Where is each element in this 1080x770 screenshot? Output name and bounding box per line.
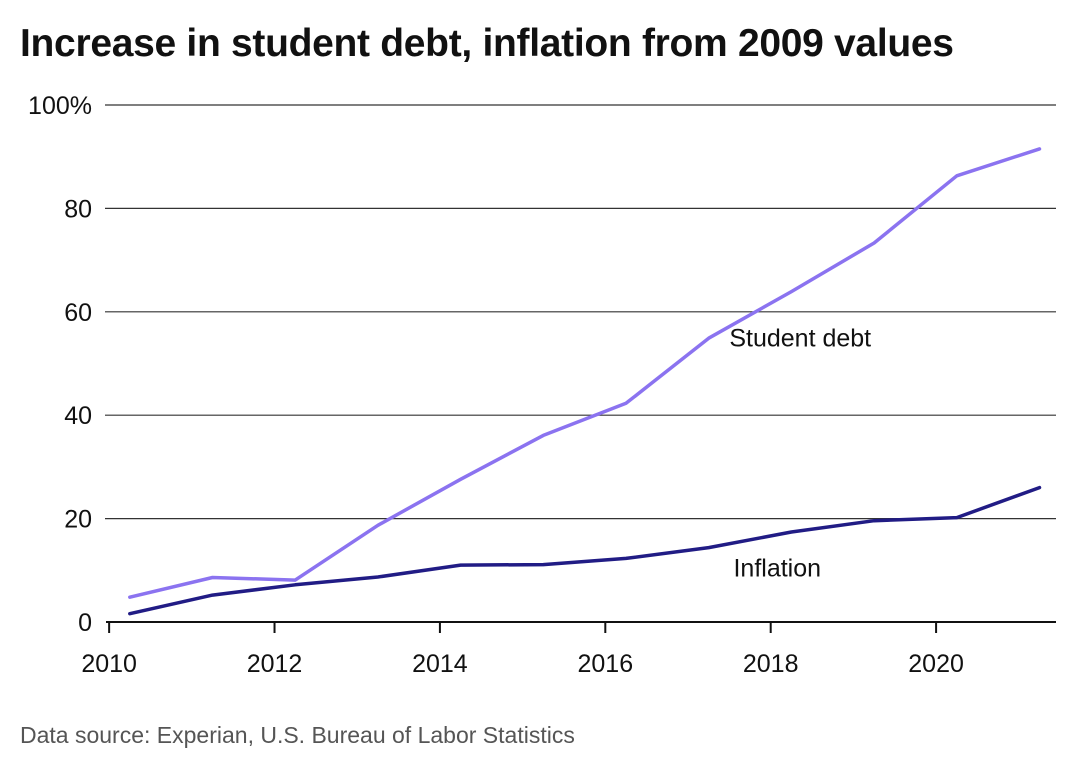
y-tick-label-40: 40 — [64, 402, 92, 430]
series-line-inflation — [128, 485, 1042, 616]
y-axis-tick-labels: 0 20 40 60 80 100% — [28, 92, 92, 637]
x-tick-label-2014: 2014 — [412, 650, 468, 678]
series-labels: Student debt Inflation — [729, 324, 871, 582]
x-tick-label-2018: 2018 — [743, 650, 799, 678]
x-tick-label-2012: 2012 — [247, 650, 303, 678]
y-tick-label-80: 80 — [64, 195, 92, 223]
gridlines — [105, 104, 1056, 520]
series-label-inflation: Inflation — [733, 555, 821, 583]
series-label-student-debt: Student debt — [729, 324, 871, 352]
y-tick-label-100: 100% — [28, 92, 92, 120]
chart-title: Increase in student debt, inflation from… — [20, 22, 954, 65]
x-axis — [106, 621, 1056, 633]
y-tick-label-60: 60 — [64, 299, 92, 327]
x-tick-label-2010: 2010 — [81, 650, 137, 678]
x-axis-tick-labels: 2010 2012 2014 2016 2018 2020 — [81, 650, 964, 678]
series-line-student-debt — [128, 147, 1042, 599]
y-tick-label-0: 0 — [78, 609, 92, 637]
series-lines — [128, 147, 1042, 616]
data-source-note: Data source: Experian, U.S. Bureau of La… — [20, 722, 575, 748]
y-tick-label-20: 20 — [64, 506, 92, 534]
x-tick-label-2016: 2016 — [577, 650, 633, 678]
x-tick-label-2020: 2020 — [908, 650, 964, 678]
